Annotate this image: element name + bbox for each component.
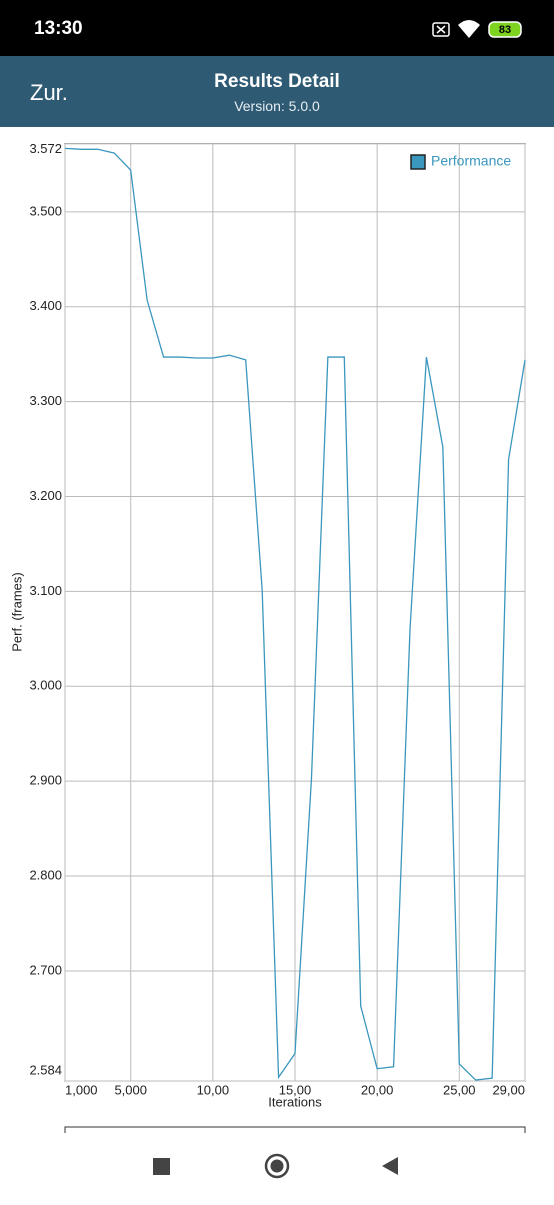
x-tick-label: 25,00	[443, 1082, 476, 1097]
y-tick-label: 3.200	[29, 488, 62, 503]
x-tick-label: 29,00	[492, 1082, 525, 1097]
navigation-bar	[0, 1133, 554, 1200]
battery-icon	[488, 21, 522, 38]
y-tick-label: 3.500	[29, 203, 62, 218]
x-tick-label: 20,00	[361, 1082, 394, 1097]
x-tick-label: 1,000	[65, 1082, 98, 1097]
y-tick-label: 3.100	[29, 583, 62, 598]
battery-level: 83	[499, 24, 511, 36]
y-tick-label: 3.000	[29, 678, 62, 693]
y-axis-label: Perf. (frames)	[9, 572, 24, 651]
y-tick-label: 2.700	[29, 962, 62, 977]
data-line	[64, 147, 526, 1081]
x-tick-label: 10,00	[197, 1082, 230, 1097]
status-bar: 13:30 83	[0, 0, 554, 56]
y-tick-label: 2.800	[29, 867, 62, 882]
legend-swatch	[410, 154, 426, 170]
wifi-icon	[458, 20, 480, 38]
y-tick-label: 3.300	[29, 393, 62, 408]
header-title: Results Detail	[214, 71, 340, 92]
header: Zur. Results Detail Version: 5.0.0	[0, 56, 554, 127]
sim-icon	[432, 22, 450, 37]
home-button[interactable]	[264, 1153, 290, 1179]
header-subtitle: Version: 5.0.0	[234, 98, 320, 114]
x-tick-label: 5,000	[114, 1082, 147, 1097]
x-axis-label: Iterations	[268, 1094, 322, 1109]
next-chart-frame	[64, 1126, 526, 1133]
clock: 13:30	[34, 18, 83, 39]
sim-x	[436, 25, 446, 34]
back-button[interactable]: Zur.	[30, 80, 68, 105]
chart: Perf. (frames) Iterations 2.584 2.700 2.80…	[9, 141, 526, 1133]
recents-button[interactable]	[153, 1158, 170, 1175]
y-tick-label: 3.400	[29, 298, 62, 313]
status-icons: 83	[432, 20, 522, 38]
legend-label: Performance	[431, 153, 511, 169]
x-tick-label: 15,00	[279, 1082, 312, 1097]
y-tick-label: 3.572	[29, 141, 62, 156]
nav-icons	[153, 1153, 398, 1179]
home-dot	[270, 1159, 284, 1173]
y-tick-label: 2.584	[29, 1062, 62, 1077]
y-tick-label: 2.900	[29, 773, 62, 788]
back-nav-button[interactable]	[382, 1157, 398, 1175]
